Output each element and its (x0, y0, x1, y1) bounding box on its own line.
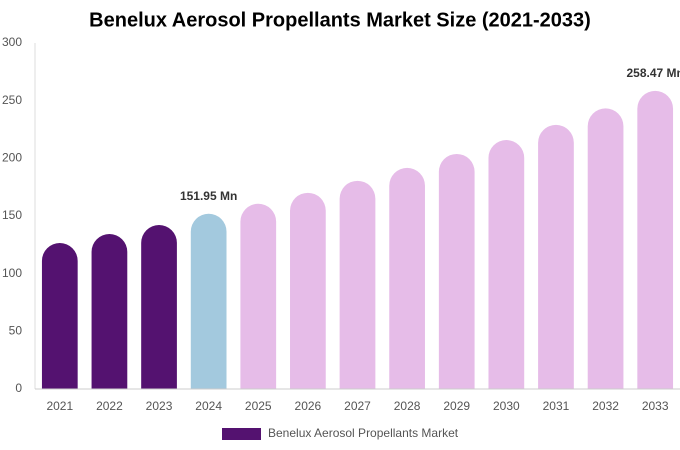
bar (538, 124, 574, 390)
x-tick-label: 2026 (295, 399, 322, 413)
bar (91, 233, 128, 389)
x-tick-label: 2030 (493, 399, 520, 413)
x-tick-label: 2032 (592, 399, 619, 413)
x-tick-label: 2028 (394, 399, 421, 413)
y-tick-label: 200 (2, 151, 22, 165)
x-tick-label: 2025 (245, 399, 272, 413)
x-tick-label: 2022 (96, 399, 123, 413)
bar (587, 108, 624, 390)
bar (637, 90, 674, 390)
bar (190, 213, 227, 389)
y-tick-label: 150 (2, 208, 22, 222)
x-tick-label: 2024 (195, 399, 222, 413)
y-tick-label: 250 (2, 93, 22, 107)
x-tick-label: 2023 (146, 399, 173, 413)
x-tick-label: 2027 (344, 399, 371, 413)
data-label: 151.95 Mn (180, 189, 237, 203)
bar (389, 167, 425, 389)
y-tick-label: 100 (2, 266, 22, 280)
bar (41, 242, 78, 389)
x-tick-label: 2033 (642, 399, 669, 413)
x-tick-label: 2021 (46, 399, 73, 413)
legend-label: Benelux Aerosol Propellants Market (268, 426, 459, 440)
bar (438, 153, 475, 389)
y-tick-label: 50 (9, 324, 23, 338)
bar (339, 180, 376, 389)
x-tick-label: 2029 (443, 399, 470, 413)
bar (488, 139, 525, 389)
x-tick-label: 2031 (543, 399, 570, 413)
bar (240, 203, 277, 389)
bar (290, 192, 326, 389)
data-label: 258.47 Mn (627, 66, 680, 80)
y-tick-label: 300 (2, 35, 22, 49)
y-tick-label: 0 (15, 381, 22, 395)
legend-swatch (222, 428, 261, 440)
bar (141, 225, 177, 389)
chart-title: Benelux Aerosol Propellants Market Size … (89, 9, 591, 31)
